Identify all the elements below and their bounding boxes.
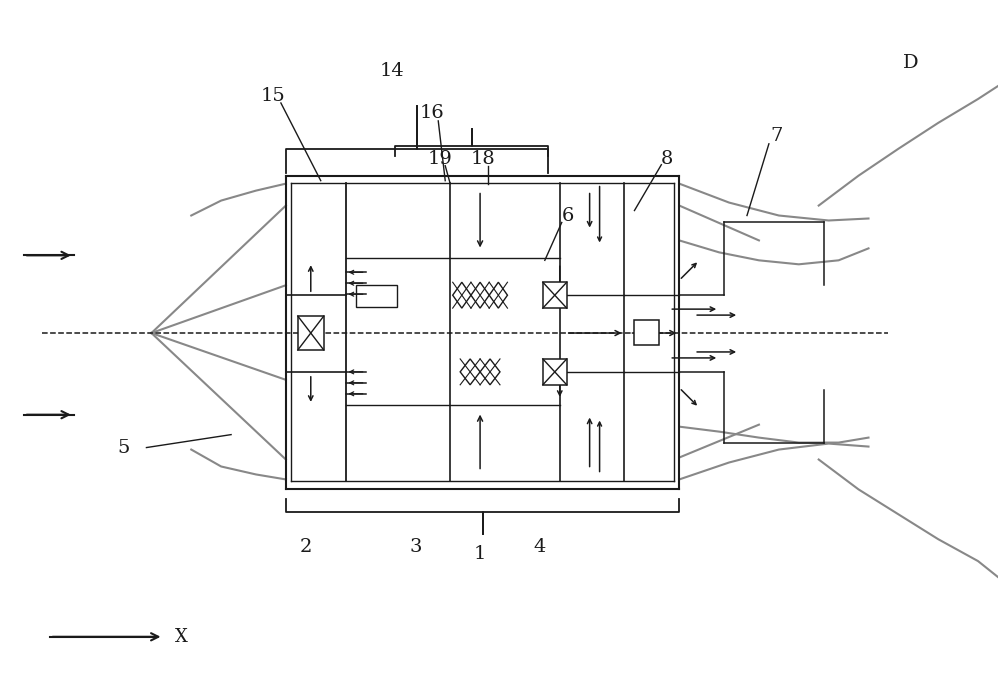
Text: 5: 5	[117, 439, 130, 456]
Text: D: D	[903, 54, 918, 72]
Text: 7: 7	[771, 127, 783, 145]
Text: 19: 19	[428, 150, 453, 168]
Bar	[543, 282, 567, 308]
Text: 16: 16	[420, 104, 445, 122]
Bar	[543, 359, 567, 385]
Text: 2: 2	[300, 538, 312, 556]
Bar	[356, 285, 397, 307]
Bar	[634, 320, 659, 345]
Text: 18: 18	[471, 150, 495, 168]
Text: 6: 6	[562, 206, 574, 225]
Polygon shape	[471, 282, 489, 308]
Polygon shape	[480, 359, 500, 385]
Text: 15: 15	[261, 87, 285, 105]
Text: 4: 4	[534, 538, 546, 556]
Text: 3: 3	[409, 538, 422, 556]
Bar	[298, 316, 324, 350]
Polygon shape	[489, 282, 507, 308]
Text: X: X	[175, 628, 188, 646]
Polygon shape	[460, 359, 480, 385]
Text: 8: 8	[661, 150, 674, 168]
Text: 1: 1	[474, 545, 486, 563]
Polygon shape	[453, 282, 471, 308]
Text: 14: 14	[380, 62, 405, 80]
